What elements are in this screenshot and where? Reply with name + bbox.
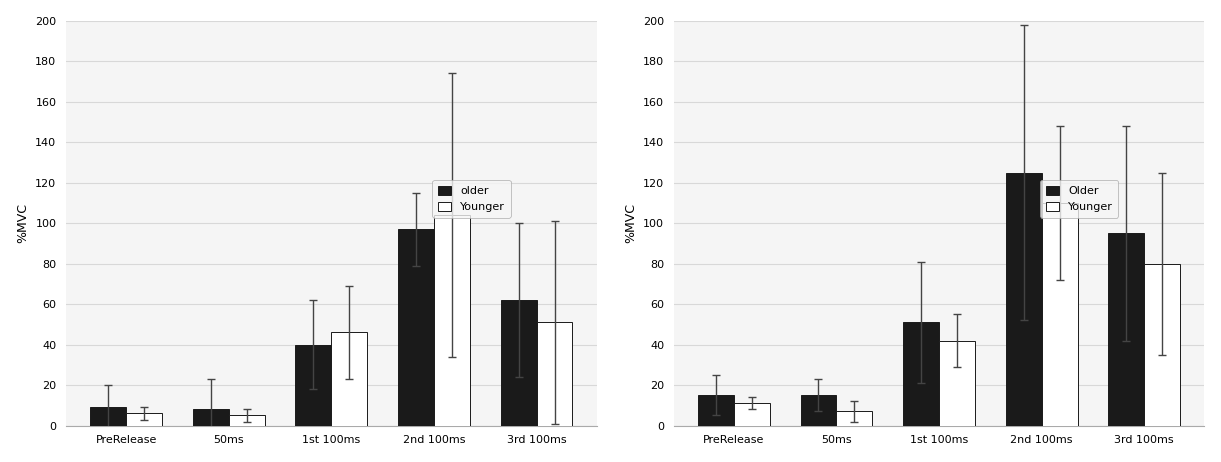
Bar xyxy=(126,413,162,426)
Y-axis label: %MVC: %MVC xyxy=(17,203,29,243)
Bar xyxy=(1042,203,1078,426)
Bar xyxy=(536,322,573,426)
Bar xyxy=(904,322,939,426)
Bar xyxy=(1144,264,1181,426)
Bar xyxy=(698,395,734,426)
Bar xyxy=(1006,172,1042,426)
Y-axis label: %MVC: %MVC xyxy=(624,203,637,243)
Bar xyxy=(90,407,126,426)
Bar xyxy=(501,300,536,426)
Bar xyxy=(433,215,470,426)
Legend: Older, Younger: Older, Younger xyxy=(1040,180,1118,218)
Bar xyxy=(331,333,368,426)
Bar xyxy=(193,409,228,426)
Bar xyxy=(939,340,976,426)
Legend: older, Younger: older, Younger xyxy=(432,180,510,218)
Bar xyxy=(295,345,331,426)
Bar xyxy=(836,412,872,426)
Bar xyxy=(801,395,836,426)
Bar xyxy=(734,403,769,426)
Bar xyxy=(398,229,433,426)
Bar xyxy=(228,415,265,426)
Bar xyxy=(1109,233,1144,426)
